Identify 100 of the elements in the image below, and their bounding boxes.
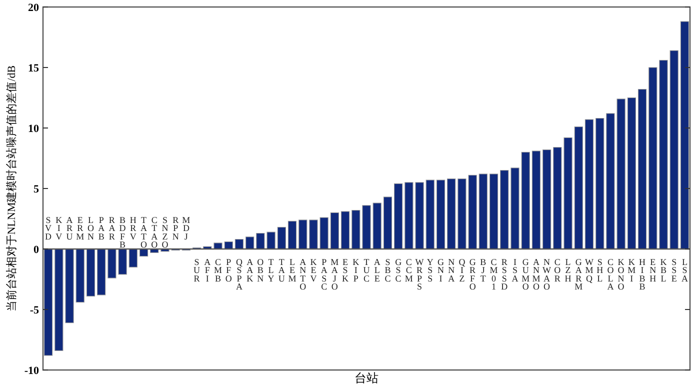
y-tick-label: -10: [24, 365, 40, 377]
x-tick-label: KMI: [628, 257, 636, 284]
bar: [489, 174, 498, 250]
bar: [128, 248, 138, 268]
x-tick-label: SBC: [384, 257, 391, 284]
x-tick-label: MDJ: [182, 215, 190, 242]
x-tick-label: LON: [87, 215, 94, 242]
x-tick-label: PAB: [98, 215, 106, 242]
x-tick-label: YSS: [426, 257, 434, 284]
x-tick-label: ANMO: [532, 257, 540, 292]
y-tick-label: 10: [28, 123, 40, 135]
bar: [44, 248, 53, 356]
x-tick-label: PASC: [320, 257, 328, 292]
x-tick-label: OBN: [257, 257, 264, 284]
x-tick-label: WRPS: [415, 257, 424, 292]
x-tick-label: TATO: [140, 215, 148, 250]
x-tick-label: KIV: [56, 215, 63, 242]
x-tick-label: ANTO: [300, 257, 307, 292]
y-tick-label: 20: [28, 2, 40, 14]
x-tick-label: GRFO: [469, 257, 476, 292]
x-tick-label: NWAO: [542, 257, 552, 292]
x-tick-label: SVD: [45, 215, 52, 242]
x-tick-label: GARM: [574, 257, 583, 292]
bar: [542, 149, 552, 250]
bar: [478, 174, 488, 250]
bar: [680, 21, 690, 250]
x-tick-label: ESK: [342, 257, 350, 284]
x-tick-label: KBL: [660, 257, 668, 284]
x-tick-label: RAR: [108, 215, 116, 242]
x-tick-label: SNZO: [162, 215, 169, 250]
bar: [372, 202, 382, 250]
x-tick-label: ISA: [512, 257, 519, 284]
x-tick-label: ALE: [374, 257, 381, 284]
bar: [86, 248, 96, 296]
y-tick-label: 15: [28, 62, 40, 74]
x-tick-label: TLY: [268, 257, 275, 284]
bar: [574, 126, 583, 250]
bar: [362, 205, 371, 250]
bar: [288, 220, 297, 250]
bar: [298, 220, 308, 250]
x-tick-label: BJT: [480, 257, 486, 284]
x-tick-label: CCM: [404, 257, 413, 284]
x-tick-label: SSE: [671, 257, 678, 284]
x-tick-label: AFI: [204, 257, 212, 284]
x-tick-label: LEM: [288, 257, 296, 284]
bar: [76, 248, 84, 303]
x-tick-label: LSA: [681, 257, 688, 284]
x-tick-label: MAJO: [330, 257, 339, 292]
x-tick-label: PFO: [225, 257, 232, 284]
x-tick-label: WMQ: [584, 257, 594, 284]
x-tick-label: RSSD: [501, 257, 508, 292]
bar: [648, 67, 658, 250]
x-tick-label: COLA: [607, 257, 614, 292]
bar: [500, 170, 509, 250]
x-tick-label: COR: [554, 257, 562, 284]
x-tick-label: ERM: [76, 215, 84, 242]
x-tick-label: QIZ: [458, 257, 466, 284]
x-tick-label: QSPA: [236, 257, 243, 292]
x-tick-label: GUMO: [522, 257, 530, 292]
bar: [234, 239, 244, 250]
x-tick-label: BDFB: [119, 215, 126, 250]
x-tick-label: SUR: [194, 257, 201, 284]
x-tick-label: HIBB: [639, 257, 646, 292]
x-tick-label: CMB: [214, 257, 222, 284]
bar: [584, 119, 594, 250]
x-tick-label: TAU: [278, 257, 286, 284]
x-tick-label: ARU: [66, 215, 74, 242]
bar: [383, 196, 392, 250]
bar: [245, 236, 254, 250]
bar: [340, 211, 350, 250]
bar: [394, 183, 403, 250]
x-tick-label: NNA: [448, 257, 456, 284]
y-tick-label: -5: [30, 304, 40, 316]
x-tick-label: AAK: [246, 257, 254, 284]
bar: [447, 178, 456, 250]
x-axis-title: 台站: [354, 371, 378, 385]
bar: [532, 150, 541, 250]
y-tick-label: 5: [34, 184, 40, 196]
x-tick-label: ENH: [650, 257, 657, 284]
x-tick-label: LZH: [564, 257, 572, 284]
x-tick-label: GNI: [437, 257, 444, 284]
bar: [426, 180, 434, 250]
x-tick-label: RPN: [172, 215, 180, 242]
bar: [352, 210, 360, 250]
y-tick-label: 0: [34, 244, 40, 256]
bar: [638, 88, 647, 250]
bar: [277, 226, 286, 250]
x-tick-label: GSC: [395, 257, 402, 284]
x-tick-label: KIP: [352, 257, 360, 284]
bar: [330, 212, 340, 250]
x-tick-label: KONO: [618, 257, 625, 292]
y-axis-title: 当前台站相对于NLNM建模时台站噪声值的差值/dB: [5, 65, 18, 312]
x-tick-label: SHL: [596, 257, 604, 284]
x-tick-label: CM01: [490, 257, 498, 292]
bar: [596, 118, 604, 250]
x-tick-label: CTAO: [151, 215, 158, 250]
bar: [97, 248, 106, 296]
bar: [627, 97, 636, 250]
x-tick-label: KEV: [310, 257, 318, 284]
x-tick-label: TUC: [363, 257, 370, 284]
